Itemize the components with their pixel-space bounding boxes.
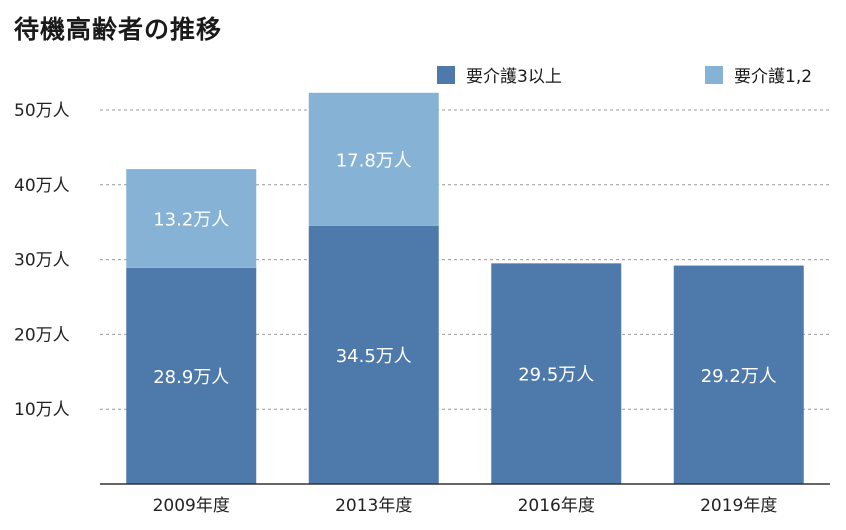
axes: 10万人 20万人 30万人 40万人 50万人 2009年度 2013年度 2016年度 20… [14, 101, 830, 516]
bar-data-label: 13.2万人 [153, 209, 229, 230]
x-category-label: 2019年度 [700, 496, 777, 516]
x-category-label: 2016年度 [518, 496, 595, 516]
y-tick-label: 50万人 [14, 101, 70, 121]
bar-data-label: 34.5万人 [336, 346, 412, 367]
y-tick-label: 40万人 [14, 176, 70, 196]
bar-data-label: 17.8万人 [336, 150, 412, 171]
y-tick-label: 30万人 [14, 251, 70, 271]
y-tick-label: 10万人 [14, 400, 70, 420]
bar-data-label: 29.2万人 [701, 366, 777, 387]
bar-data-label: 28.9万人 [153, 367, 229, 388]
chart-title: 待機高齢者の推移 [14, 15, 223, 44]
bar-segment [673, 265, 804, 484]
legend-label: 要介護1,2 [734, 67, 812, 87]
bar-data-label: 29.5万人 [518, 365, 594, 386]
bar-segment [126, 267, 257, 484]
bar-labels: 28.9万人 13.2万人 34.5万人 17.8万人 29.5万人 29.2万人 [153, 150, 777, 388]
legend: 要介護3以上 要介護1,2 [437, 66, 812, 87]
legend-label: 要介護3以上 [466, 67, 562, 87]
bar-segment [491, 263, 622, 484]
y-tick-label: 20万人 [14, 325, 70, 345]
x-category-label: 2009年度 [153, 496, 230, 516]
bar-segment [308, 92, 439, 226]
bars [126, 92, 804, 484]
x-category-label: 2013年度 [335, 496, 412, 516]
bar-segment [126, 169, 257, 268]
bar-segment [308, 225, 439, 484]
legend-swatch [437, 66, 455, 84]
legend-swatch [705, 66, 723, 84]
